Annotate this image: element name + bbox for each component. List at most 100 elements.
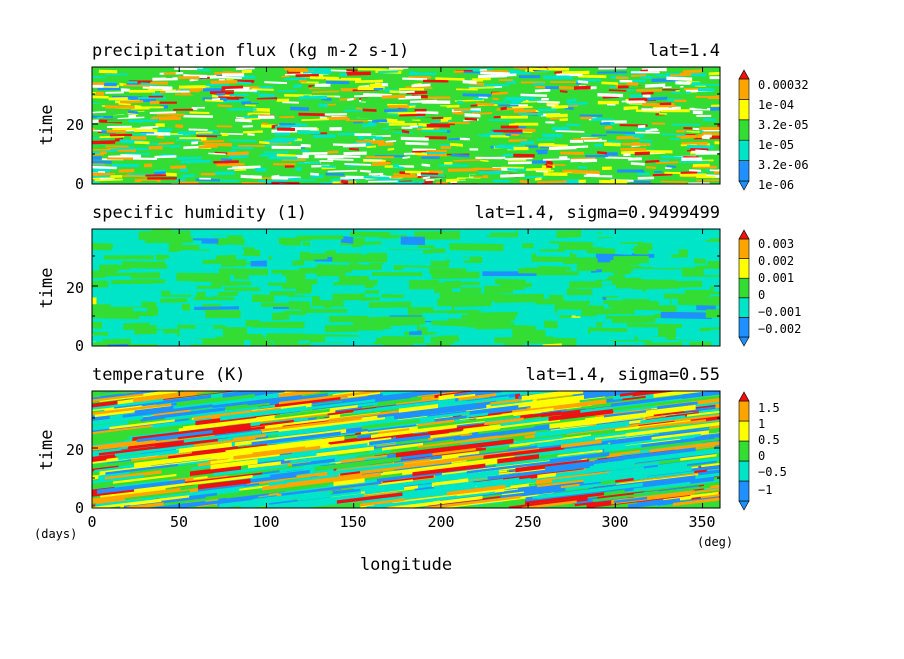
- field-contour-patch: [308, 68, 331, 72]
- field-contour-patch: [350, 231, 391, 238]
- field-contour-patch: [494, 337, 543, 344]
- field-contour-patch: [310, 172, 319, 176]
- field-contour-patch: [321, 165, 336, 168]
- field-contour-patch: [460, 293, 492, 302]
- field-contour-patch: [213, 237, 245, 245]
- field-contour-patch: [238, 98, 249, 102]
- field-contour-patch: [708, 71, 720, 76]
- field-contour-patch: [129, 89, 156, 93]
- field-contour-patch: [123, 261, 167, 269]
- field-contour-patch: [718, 168, 720, 173]
- field-contour-patch: [149, 111, 176, 114]
- field-contour-patch: [641, 91, 654, 95]
- field-contour-patch: [102, 288, 142, 294]
- y-tick-label: 0: [75, 499, 84, 517]
- field-contour-patch: [215, 92, 226, 96]
- field-contour-patch: [245, 104, 256, 107]
- field-contour-patch: [681, 178, 690, 181]
- field-contour-patch: [546, 284, 557, 288]
- field-contour-patch: [615, 76, 629, 80]
- field-contour-patch: [708, 427, 720, 434]
- field-contour-patch: [198, 145, 218, 149]
- field-contour-patch: [236, 116, 245, 120]
- field-contour-patch: [371, 272, 423, 277]
- field-contour-patch: [163, 495, 259, 508]
- field-contour-patch: [314, 83, 331, 88]
- field-contour-patch: [77, 138, 91, 141]
- field-contour-patch: [427, 325, 459, 333]
- field-contour-patch: [370, 424, 457, 439]
- field-contour-patch: [92, 242, 112, 251]
- field-contour-patch: [680, 100, 706, 103]
- field-contour-patch: [408, 117, 432, 120]
- field-contour-patch: [689, 121, 707, 125]
- field-contour-patch: [710, 152, 718, 155]
- field-contour-patch: [532, 160, 547, 164]
- field-contour-patch: [537, 138, 555, 141]
- field-contour-patch: [156, 135, 165, 139]
- field-contour-patch: [340, 236, 354, 244]
- colorbar-arrow-low: [738, 336, 750, 347]
- field-contour-patch: [271, 181, 300, 184]
- field-contour-patch: [494, 293, 544, 303]
- field-contour-patch: [666, 76, 693, 81]
- field-contour-patch: [520, 93, 548, 98]
- field-contour-patch: [566, 123, 581, 127]
- field-contour-patch: [287, 399, 376, 413]
- field-contour-patch: [328, 391, 359, 395]
- field-contour-patch: [336, 344, 349, 346]
- field-contour-patch: [698, 469, 720, 476]
- field-contour-patch: [440, 118, 449, 123]
- field-contour-patch: [691, 82, 701, 86]
- field-contour-patch: [535, 149, 548, 152]
- field-contour-patch: [380, 174, 387, 178]
- field-contour-patch: [112, 473, 177, 484]
- field-contour-patch: [133, 391, 197, 403]
- field-contour-patch: [205, 310, 241, 319]
- field-contour-patch: [197, 133, 219, 136]
- field-contour-patch: [551, 126, 570, 131]
- field-contour-patch: [180, 89, 191, 91]
- field-contour-patch: [106, 125, 132, 129]
- field-contour-patch: [238, 144, 265, 147]
- field-contour-patch: [660, 311, 712, 320]
- field-contour-patch: [305, 273, 317, 279]
- field-contour-patch: [634, 151, 650, 156]
- field-contour-patch: [577, 74, 607, 79]
- field-contour-patch: [299, 253, 328, 261]
- field-contour-patch: [284, 164, 295, 168]
- field-contour-patch: [628, 85, 645, 89]
- field-contour-patch: [631, 74, 646, 78]
- field-contour-patch: [655, 161, 679, 164]
- x-tick-label: 250: [514, 513, 541, 531]
- field-contour-patch: [534, 177, 542, 181]
- field-contour-patch: [633, 268, 679, 275]
- field-contour-patch: [717, 441, 720, 445]
- field-contour-patch: [165, 90, 190, 93]
- field-contour-patch: [488, 170, 502, 175]
- field-contour-patch: [632, 391, 678, 397]
- field-contour-patch: [502, 153, 515, 157]
- field-contour-patch: [195, 324, 214, 330]
- field-contour-patch: [657, 242, 668, 250]
- field-contour-patch: [493, 179, 510, 183]
- field-contour-patch: [604, 142, 621, 147]
- field-contour-patch: [646, 166, 656, 169]
- field-contour-patch: [641, 108, 662, 111]
- field-contour-patch: [325, 172, 345, 176]
- field-contour-patch: [386, 118, 398, 122]
- field-contour-patch: [147, 177, 177, 180]
- field-contour-patch: [92, 156, 102, 160]
- field-contour-patch: [286, 275, 306, 282]
- field-contour-patch: [651, 122, 665, 125]
- field-contour-patch: [447, 484, 506, 496]
- field-contour-patch: [258, 93, 275, 98]
- field-contour-patch: [92, 127, 95, 131]
- field-contour-patch: [413, 152, 428, 156]
- plot-frame: [91, 228, 721, 347]
- field-contour-patch: [597, 151, 607, 155]
- field-contour-patch: [424, 422, 490, 436]
- field-contour-patch: [604, 152, 618, 156]
- field-contour-patch: [479, 112, 493, 115]
